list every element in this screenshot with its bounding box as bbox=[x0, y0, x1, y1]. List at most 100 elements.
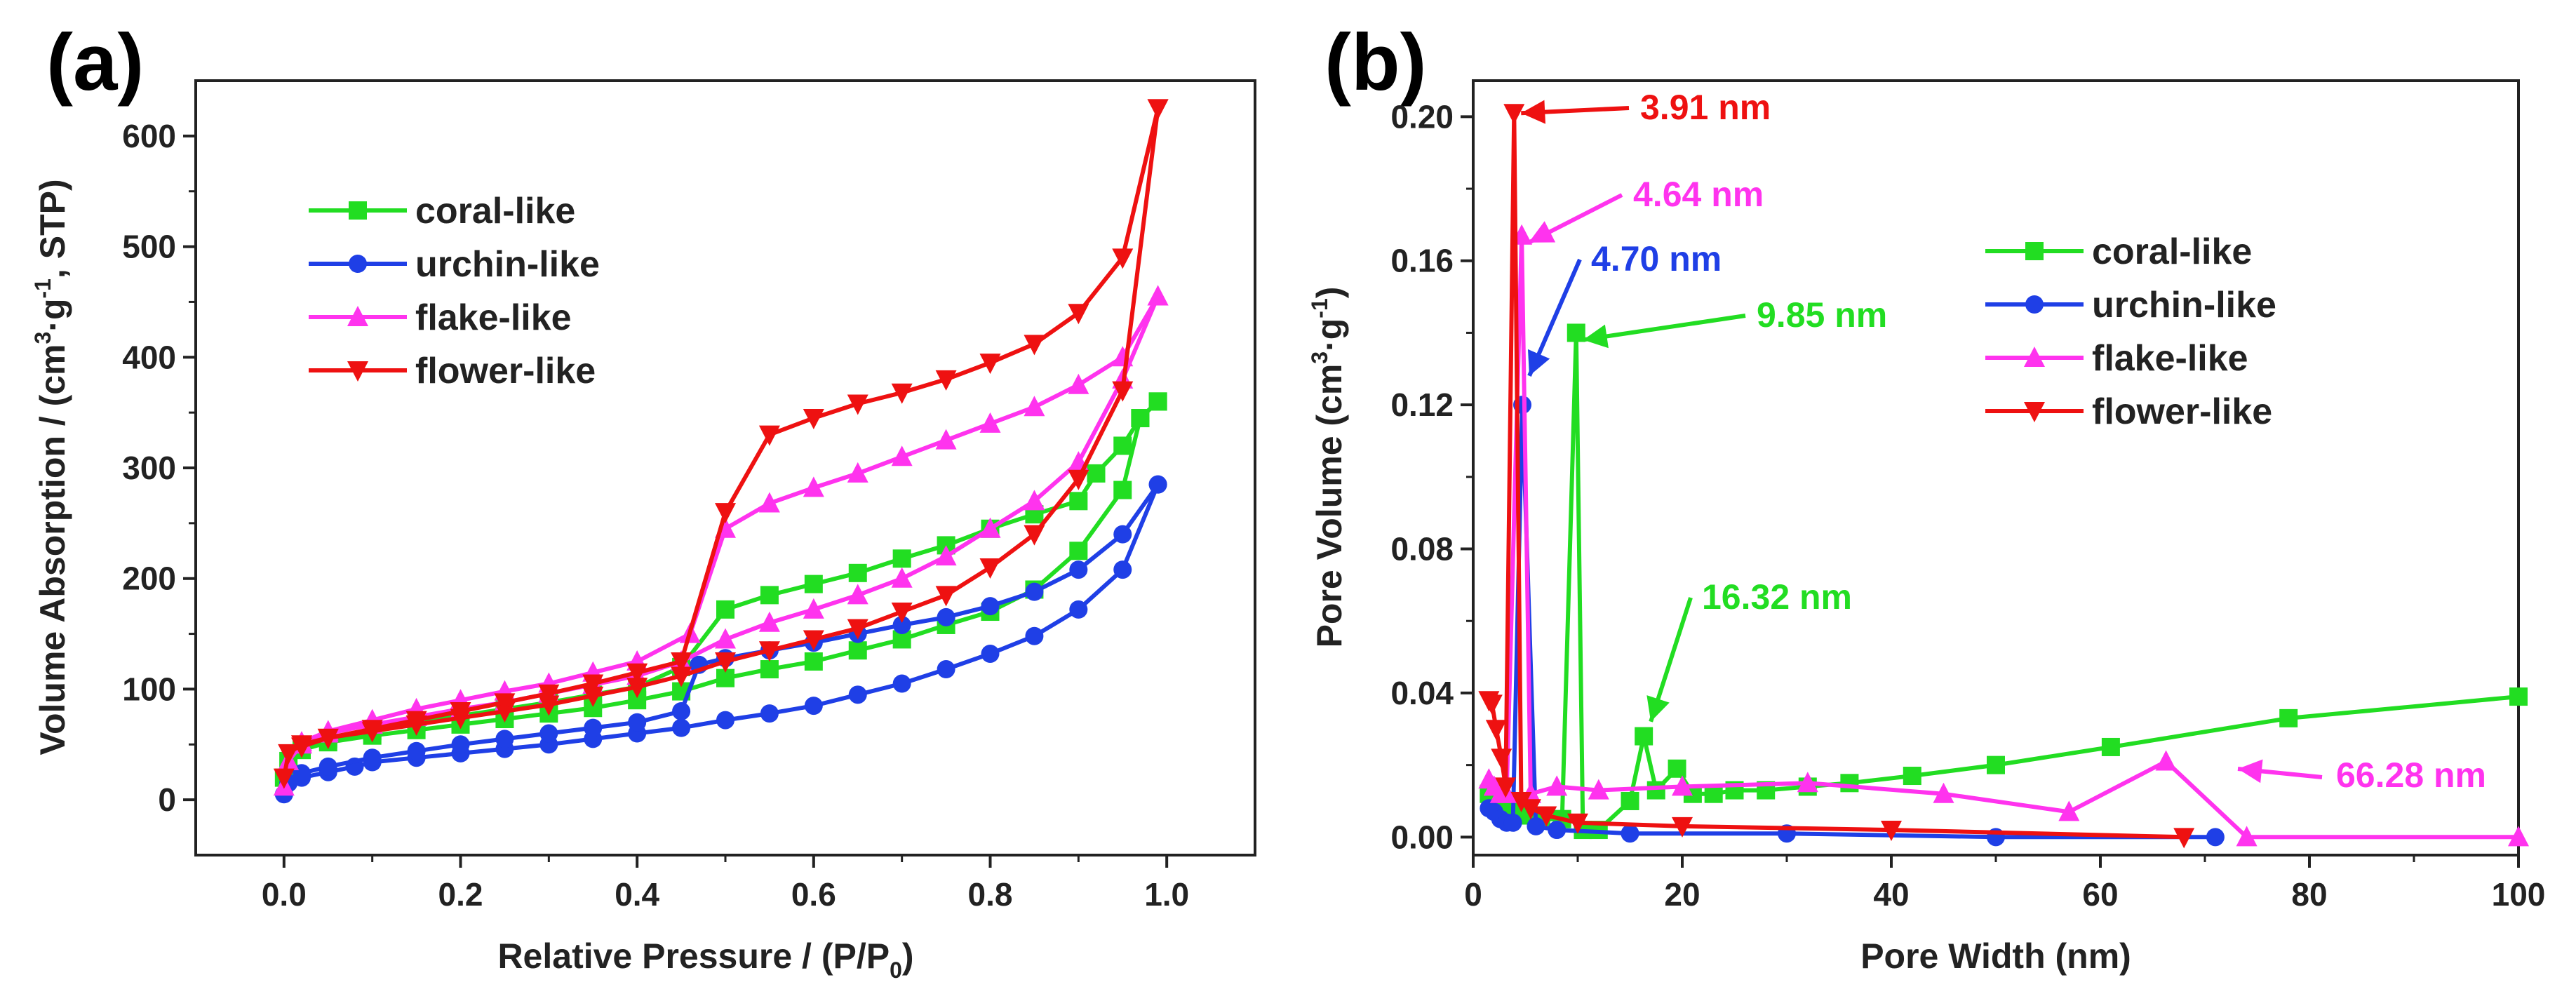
legend-swatch-marker-coral-like bbox=[349, 201, 367, 220]
data-point-flower-like bbox=[715, 652, 736, 673]
series-line-coral-like-desorption bbox=[301, 400, 1160, 749]
y-tick-label: 0.08 bbox=[1390, 531, 1454, 567]
data-point-coral-like bbox=[1646, 781, 1665, 800]
annotation-label: 4.64 nm bbox=[1633, 175, 1764, 214]
panel-a-chart: (a) 0.0 0.2 0.4 0.6 0.8 1.0 0 100 200 300 400 500 6… bbox=[30, 18, 1256, 983]
annotation-label: 3.91 nm bbox=[1640, 88, 1771, 127]
data-point-urchin-like bbox=[1621, 824, 1639, 843]
data-point-flower-like bbox=[273, 768, 295, 789]
y-tick-label: 0.00 bbox=[1390, 819, 1454, 855]
data-point-coral-like bbox=[848, 563, 867, 582]
legend-swatch-marker-urchin-like bbox=[2025, 295, 2044, 314]
legend-swatch-marker-flower-like bbox=[347, 361, 368, 382]
data-point-flower-like bbox=[582, 674, 604, 695]
data-point-flower-like bbox=[1112, 381, 1134, 402]
data-point-flake-like bbox=[2508, 826, 2529, 847]
data-point-flower-like bbox=[1068, 469, 1089, 490]
data-point-flake-like bbox=[2236, 826, 2258, 847]
data-point-flake-like bbox=[1672, 775, 1693, 796]
panel-a-y-axis-label: Volume Absorption / (cm3·g-1, STP) bbox=[30, 179, 72, 755]
panel-b-legend: coral-like urchin-like flake-like flower… bbox=[1985, 231, 2276, 432]
data-point-flower-like bbox=[979, 558, 1001, 579]
x-tick-label: 0 bbox=[1464, 876, 1482, 913]
legend-swatch-marker-coral-like bbox=[2025, 242, 2044, 260]
y-tick-label: 0.04 bbox=[1390, 675, 1454, 711]
data-point-coral-like bbox=[848, 641, 867, 660]
y-tick-label: 300 bbox=[122, 450, 176, 486]
y-tick-label: 0 bbox=[158, 781, 176, 818]
annotation-arrow-head bbox=[1529, 221, 1556, 243]
annotation-arrow-head bbox=[1521, 100, 1546, 124]
data-point-flake-like bbox=[1546, 775, 1568, 796]
y-tick-label: 600 bbox=[122, 118, 176, 154]
panel-a-y-label-part: Volume Absorption / (cm bbox=[33, 344, 72, 755]
panel-a-legend-label-flake: flake-like bbox=[415, 297, 572, 338]
data-point-flower-like bbox=[935, 370, 957, 391]
x-tick-label: 80 bbox=[2291, 876, 2327, 913]
panel-a-legend-label-urchin: urchin-like bbox=[415, 244, 600, 285]
data-point-flower-like bbox=[1112, 248, 1134, 269]
data-point-urchin-like bbox=[1503, 813, 1522, 832]
data-point-flower-like bbox=[450, 701, 471, 723]
data-point-flower-like bbox=[291, 737, 312, 758]
data-point-urchin-like bbox=[539, 724, 558, 743]
panel-b-legend-label-urchin: urchin-like bbox=[2092, 285, 2276, 325]
data-point-urchin-like bbox=[584, 718, 603, 737]
data-point-flake-like bbox=[1588, 779, 1609, 800]
y-tick-label: 100 bbox=[122, 671, 176, 707]
data-point-flower-like bbox=[1068, 304, 1089, 325]
data-point-flower-like bbox=[1536, 806, 1557, 827]
y-tick-label: 0.12 bbox=[1390, 387, 1454, 423]
data-point-flower-like bbox=[1024, 335, 1045, 356]
legend-swatch-marker-flake-like bbox=[347, 306, 368, 326]
data-point-flower-like bbox=[758, 425, 780, 446]
data-point-coral-like bbox=[1635, 727, 1653, 746]
data-point-flake-like bbox=[847, 584, 868, 605]
x-tick-label: 1.0 bbox=[1144, 876, 1189, 913]
panel-a-y-label-sup: 3 bbox=[30, 332, 55, 344]
x-tick-label: 60 bbox=[2082, 876, 2118, 913]
panel-a-x-axis-label: Relative Pressure / (P/P0) bbox=[497, 936, 913, 983]
data-point-urchin-like bbox=[760, 704, 779, 723]
data-point-coral-like bbox=[716, 600, 734, 619]
data-point-flower-like bbox=[1672, 817, 1693, 838]
annotation-arrow-head bbox=[1527, 349, 1550, 376]
data-point-coral-like bbox=[2509, 687, 2528, 706]
data-point-urchin-like bbox=[892, 615, 911, 634]
data-point-urchin-like bbox=[407, 741, 426, 760]
data-point-flower-like bbox=[538, 684, 560, 705]
data-point-flake-like bbox=[891, 445, 913, 466]
data-point-flake-like bbox=[803, 598, 824, 619]
data-point-flower-like bbox=[758, 641, 780, 662]
panel-b-chart: (b) 0 20 40 60 80 100 0.00 0.04 0.08 0.12 0.16 0.2… bbox=[1307, 18, 2545, 976]
data-point-flower-like bbox=[891, 603, 913, 624]
panel-b-legend-label-coral: coral-like bbox=[2092, 231, 2252, 272]
annotation-arrow-head bbox=[1646, 695, 1670, 722]
panel-b-y-label-sup: -1 bbox=[1307, 298, 1332, 318]
panel-b-plot-frame bbox=[1472, 79, 2520, 856]
y-tick-label: 0.20 bbox=[1390, 98, 1454, 135]
data-point-coral-like bbox=[1113, 481, 1132, 499]
data-point-flake-like bbox=[1147, 285, 1169, 306]
data-point-flake-like bbox=[2058, 800, 2080, 821]
annotation-label: 16.32 nm bbox=[1702, 577, 1852, 617]
data-point-urchin-like bbox=[1148, 475, 1167, 494]
data-point-coral-like bbox=[1069, 492, 1088, 511]
panel-a-x-label-main: Relative Pressure / (P/P bbox=[497, 936, 890, 976]
data-point-urchin-like bbox=[363, 748, 382, 767]
data-point-coral-like bbox=[2101, 737, 2120, 756]
panel-a-legend: coral-like urchin-like flake-like flower… bbox=[309, 191, 600, 391]
data-point-flower-like bbox=[317, 728, 339, 749]
data-point-coral-like bbox=[1987, 755, 2005, 774]
data-point-coral-like bbox=[1668, 759, 1686, 778]
data-point-flake-like bbox=[979, 412, 1001, 433]
panel-b-y-label-sup: 3 bbox=[1307, 351, 1332, 364]
y-tick-label: 0.16 bbox=[1390, 243, 1454, 279]
data-point-urchin-like bbox=[1069, 560, 1088, 579]
panel-a-label: (a) bbox=[46, 18, 144, 107]
data-point-flake-like bbox=[1024, 490, 1045, 511]
data-point-flower-like bbox=[891, 383, 913, 404]
data-point-coral-like bbox=[1567, 323, 1585, 342]
data-point-flake-like bbox=[1933, 782, 1954, 803]
